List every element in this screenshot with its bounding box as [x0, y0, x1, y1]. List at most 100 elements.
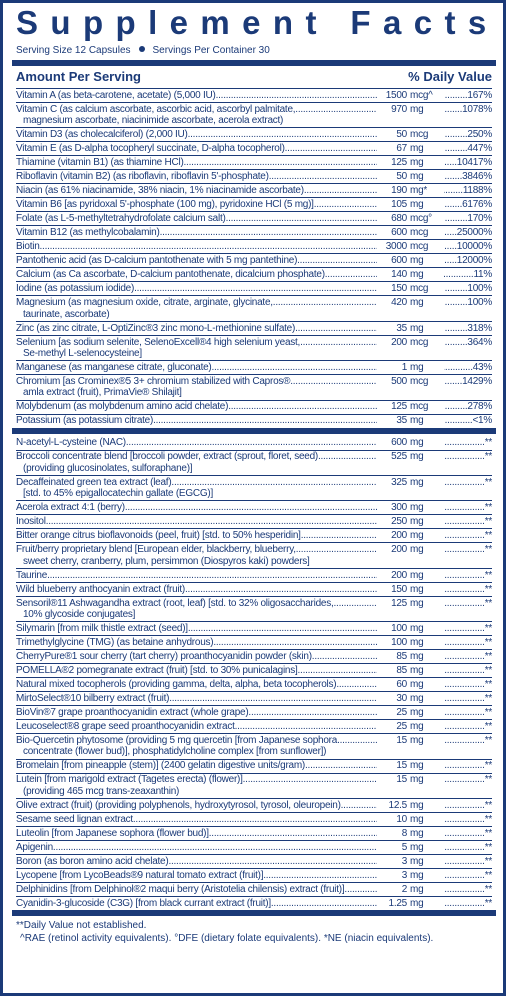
ingredient-name: Sesame seed lignan extract [16, 813, 133, 825]
amount: 50 [396, 171, 407, 183]
leader-dots [312, 651, 377, 662]
amount: 15 [396, 774, 407, 786]
amount: 680 [391, 213, 407, 225]
ingredient-name: N-acetyl-L-cysteine (NAC) [16, 437, 126, 449]
leader-dots [290, 376, 377, 387]
leader-dots [444, 721, 485, 732]
unit: mg [410, 841, 424, 853]
unit: mg [410, 451, 424, 463]
daily-value: ** [484, 707, 493, 719]
serving-info: Serving Size 12 Capsules Servings Per Con… [16, 44, 492, 60]
unit: mg [410, 637, 424, 649]
ingredient-name-cell: Taurine [16, 570, 377, 581]
unit: mcg [410, 227, 429, 239]
leader-dots [444, 598, 485, 609]
leader-dots [305, 760, 377, 771]
daily-value: 10417% [456, 157, 492, 169]
divider-bar [12, 910, 496, 917]
leader-dots [184, 157, 377, 168]
ingredient-name: Bio-Quercetin phytosome (providing 5 mg … [16, 735, 338, 747]
ingredient-name-cell: Vitamin C (as calcium ascorbate, ascorbi… [16, 104, 377, 115]
ingredient-name: Lycopene [from LycoBeads®9 natural tomat… [16, 869, 264, 881]
ingredient-name-continued: [std. to 45% epigallocatechin gallate (E… [23, 488, 213, 500]
leader-dots [209, 828, 377, 839]
daily-value: ** [484, 651, 493, 663]
leader-dots [228, 401, 377, 412]
leader-dots [444, 774, 485, 785]
daily-value: 1429% [462, 376, 492, 388]
ingredient-row: Vitamin B6 [as pyridoxal 5'-phosphate (1… [16, 197, 492, 211]
leader-dots [273, 297, 377, 308]
ingredient-row: Thiamine (vitamin B1) (as thiamine HCl) 1… [16, 155, 492, 169]
daily-value: ** [484, 897, 493, 909]
leader-dots [168, 856, 377, 867]
leader-dots [325, 269, 377, 280]
ingredient-name-cell: Chromium [as Crominex®5 3+ chromium stab… [16, 376, 377, 387]
daily-value: ** [484, 869, 493, 881]
leader-dots [444, 884, 485, 895]
daily-value: 100% [467, 297, 492, 309]
daily-value-cell: 278% [444, 401, 492, 412]
row-line: Niacin (as 61% niacinamide, 38% niacin, … [16, 185, 492, 196]
daily-value: ** [484, 637, 493, 649]
amount: 67 [396, 143, 407, 155]
ingredient-name-cell: Delphinidins [from Delphinol®2 maqui ber… [16, 884, 377, 895]
daily-value: ** [484, 502, 493, 514]
daily-value-cell: ** [444, 884, 493, 895]
leader-dots [444, 255, 457, 266]
ingredient-row: Bromelain [from pineapple (stem)] (2400 … [16, 758, 492, 773]
row-line: Cyanidin-3-glucoside (C3G) [from black c… [16, 898, 492, 909]
unit: mg [410, 269, 424, 281]
ingredient-name: Biotin [16, 241, 40, 253]
leader-dots [153, 415, 377, 426]
ingredient-name-cell: Sensoril®11 Ashwagandha extract (root, l… [16, 598, 377, 609]
unit: mg [410, 437, 424, 449]
leader-dots [444, 570, 485, 581]
amount: 190 [391, 185, 407, 197]
daily-value-cell: 1078% [444, 104, 492, 115]
daily-value-cell: ** [444, 800, 493, 811]
ingredient-name: POMELLA®2 pomegranate extract (fruit) [s… [16, 665, 298, 677]
unit: mcg [410, 336, 429, 348]
daily-value-cell: ** [444, 651, 493, 663]
daily-value-cell: ** [444, 584, 493, 595]
amount: 300 [391, 502, 407, 514]
unit: mcg° [410, 213, 432, 225]
leader-dots [444, 760, 485, 771]
row-line: Silymarin [from milk thistle extract (se… [16, 623, 492, 634]
leader-dots [444, 651, 485, 662]
daily-value-cell: 167% [444, 90, 492, 101]
daily-value-cell: ** [444, 828, 493, 839]
ingredient-row: Leucoselect®8 grape seed proanthocyanidi… [16, 719, 492, 733]
daily-value-cell: 43% [444, 362, 493, 373]
leader-dots [444, 401, 467, 412]
daily-value-cell: 318% [444, 323, 492, 334]
ingredient-name: Boron (as boron amino acid chelate) [16, 855, 169, 867]
unit: mg [410, 502, 424, 514]
leader-dots [444, 129, 467, 140]
amount: 125 [391, 401, 407, 413]
leader-dots [444, 584, 485, 595]
leader-dots [444, 323, 467, 334]
daily-value-cell: 250% [444, 129, 492, 140]
ingredient-name-cell: Fruit/berry proprietary blend [European … [16, 544, 377, 555]
unit: mg [410, 774, 424, 786]
ingredient-name-cell: Vitamin B12 (as methylcobalamin) [16, 227, 377, 238]
unit: mg [410, 171, 424, 183]
daily-value-cell: 10000% [444, 241, 492, 252]
leader-dots [336, 679, 377, 690]
leader-dots [444, 297, 467, 308]
amount: 85 [396, 665, 407, 677]
ingredient-name-cell: Potassium (as potassium citrate) [16, 415, 377, 426]
daily-value-cell: ** [444, 814, 493, 825]
ingredient-name-cell: POMELLA®2 pomegranate extract (fruit) [s… [16, 665, 377, 676]
ingredient-name-cell: Bitter orange citrus bioflavonoids (peel… [16, 530, 377, 541]
row-line: Vitamin B6 [as pyridoxal 5'-phosphate (1… [16, 199, 492, 210]
ingredient-name-cell: Trimethylglycine (TMG) (as betaine anhyd… [16, 637, 377, 648]
amount: 150 [391, 583, 407, 595]
amount: 15 [396, 735, 407, 747]
daily-value: 1188% [462, 185, 492, 197]
unit: mg [410, 623, 424, 635]
